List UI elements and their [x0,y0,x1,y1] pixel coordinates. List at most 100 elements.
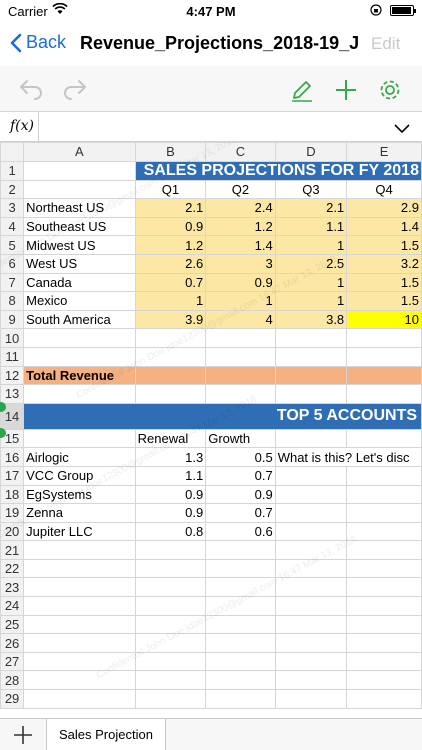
cell[interactable]: 10 [346,309,422,330]
plus-icon[interactable] [334,78,358,107]
cell[interactable]: 3 [205,253,276,274]
cell[interactable] [274,428,348,449]
cell[interactable] [346,484,422,505]
row-header[interactable]: 3 [0,198,25,218]
cell[interactable]: South America [23,309,136,330]
row-header[interactable]: 5 [0,235,25,255]
cell[interactable]: 3.8 [274,309,348,330]
cell[interactable]: 3.2 [346,253,422,274]
comment-cell[interactable]: What is this? Let's disc [274,447,422,467]
cell[interactable] [205,596,276,616]
cell[interactable] [205,670,276,691]
cell[interactable] [346,689,422,709]
cell[interactable]: 1.4 [205,235,276,255]
cell[interactable] [23,428,136,449]
cell[interactable] [346,651,422,672]
row-header[interactable]: 9 [0,309,25,330]
back-button[interactable]: Back [10,32,66,53]
cell[interactable] [23,577,136,598]
cell[interactable] [346,596,422,616]
row-header[interactable]: 16 [0,447,25,467]
selection-handle-top[interactable] [0,402,6,412]
cell[interactable] [23,328,136,348]
cell[interactable] [274,328,348,348]
cell[interactable]: 1.5 [346,291,422,311]
cell[interactable]: Jupiter LLC [23,521,136,542]
row-header[interactable]: 28 [0,670,25,691]
cell[interactable]: Q3 [274,179,348,200]
cell[interactable]: Southeast US [23,216,136,237]
cell[interactable] [134,365,207,386]
cell[interactable] [346,633,422,653]
cell[interactable] [134,540,207,560]
cell[interactable] [134,328,207,348]
cell[interactable]: 0.9 [205,272,276,293]
cell[interactable] [134,384,207,404]
row-header[interactable]: 27 [0,651,25,672]
cell[interactable]: Renewal [134,428,207,449]
total-revenue-label[interactable]: Total Revenue [23,365,136,386]
row-header[interactable]: 20 [0,521,25,542]
undo-icon[interactable] [18,78,44,105]
cell[interactable]: 2.1 [134,198,207,218]
cell[interactable] [346,614,422,635]
row-header[interactable]: 1 [0,160,25,181]
cell[interactable] [274,577,348,598]
cell[interactable]: 1.1 [134,465,207,486]
cell[interactable] [205,614,276,635]
row-header[interactable]: 8 [0,291,25,311]
cell[interactable] [23,558,136,579]
cell[interactable] [274,346,348,367]
cell[interactable]: 0.9 [134,503,207,523]
spreadsheet-grid[interactable]: A B C D E 1 SALES PROJECTIONS FOR FY 201… [0,142,422,718]
row-header[interactable]: 13 [0,384,25,404]
cell[interactable] [134,614,207,635]
row-header[interactable]: 4 [0,216,25,237]
cell[interactable] [274,384,348,404]
cell[interactable] [134,651,207,672]
cell[interactable] [346,577,422,598]
cell[interactable] [274,540,348,560]
cell[interactable] [205,651,276,672]
cell[interactable] [346,540,422,560]
cell[interactable] [134,633,207,653]
row-header[interactable]: 21 [0,540,25,560]
pencil-icon[interactable] [290,78,314,107]
cell[interactable] [346,670,422,691]
cell[interactable]: 1.1 [274,216,348,237]
cell[interactable]: 0.7 [205,465,276,486]
cell[interactable]: VCC Group [23,465,136,486]
cell[interactable] [23,179,136,200]
cell[interactable] [205,365,276,386]
cell[interactable]: 1.2 [134,235,207,255]
cell[interactable] [205,633,276,653]
cell[interactable]: 2.1 [274,198,348,218]
cell[interactable] [205,577,276,598]
selection-handle-bottom[interactable] [0,428,6,438]
cell[interactable]: Midwest US [23,235,136,255]
formula-bar[interactable]: f(x) [0,112,422,142]
row-header[interactable]: 10 [0,328,25,348]
cell[interactable] [346,503,422,523]
cell[interactable] [346,346,422,367]
cell[interactable]: 2.5 [274,253,348,274]
cell[interactable] [274,503,348,523]
cell[interactable]: 1 [274,235,348,255]
cell[interactable] [274,521,348,542]
cell[interactable] [346,521,422,542]
cell[interactable] [346,384,422,404]
column-header-b[interactable]: B [134,142,207,162]
column-header-e[interactable]: E [346,142,422,162]
cell[interactable]: 1 [205,291,276,311]
cell[interactable] [23,651,136,672]
cell[interactable]: 0.6 [205,521,276,542]
cell[interactable]: Growth [205,428,276,449]
redo-icon[interactable] [62,78,88,105]
cell[interactable]: Mexico [23,291,136,311]
cell[interactable]: 0.7 [134,272,207,293]
cell[interactable] [23,670,136,691]
cell[interactable] [23,614,136,635]
row-header[interactable]: 7 [0,272,25,293]
row-header[interactable]: 17 [0,465,25,486]
cell[interactable] [23,689,136,709]
